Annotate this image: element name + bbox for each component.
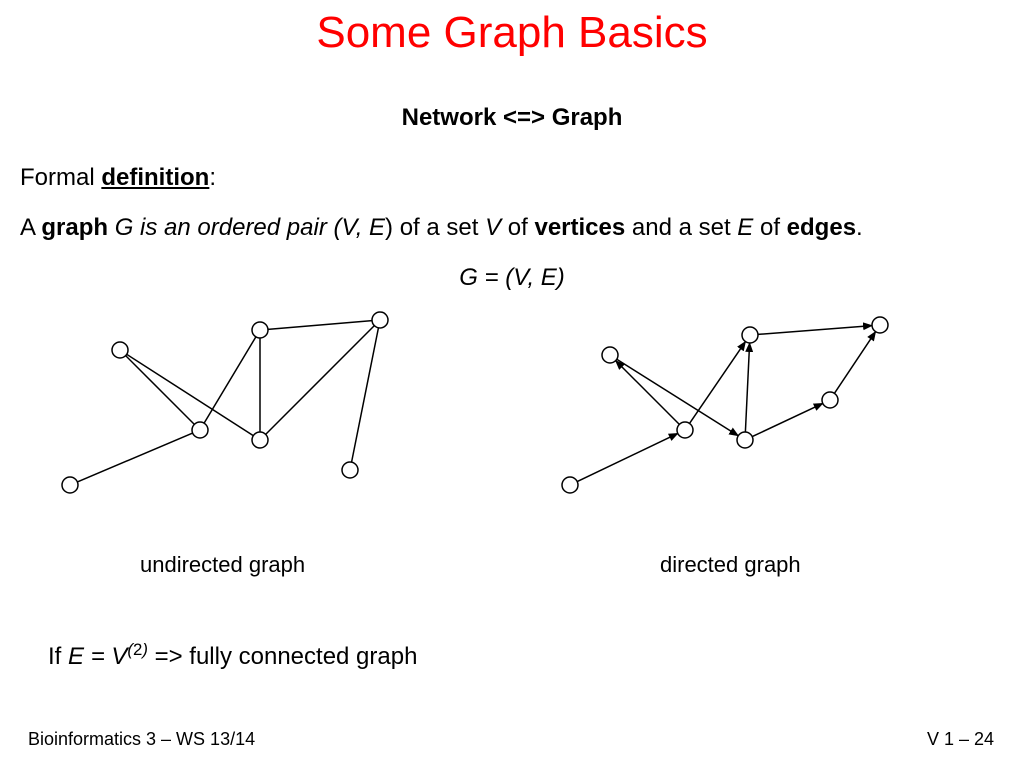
definition-line: A graph G is an ordered pair (V, E) of a… xyxy=(20,214,863,242)
directed-edge xyxy=(690,342,746,424)
graph-node xyxy=(342,462,358,478)
subtitle: Network <=> Graph xyxy=(0,104,1024,132)
graph-node xyxy=(252,322,268,338)
directed-edge xyxy=(752,403,823,436)
undirected-edge xyxy=(268,321,372,330)
undirected-graph xyxy=(50,300,470,510)
def-mid2: ) of a set xyxy=(385,214,485,241)
definition-word: definition xyxy=(101,164,209,191)
fully-connected-line: If E = V(2) => fully connected graph xyxy=(48,640,417,671)
graph-node xyxy=(822,392,838,408)
undirected-edge xyxy=(77,433,192,482)
graph-node xyxy=(677,422,693,438)
def-e: E xyxy=(737,214,753,241)
def-prefix: A xyxy=(20,214,41,241)
def-v: V xyxy=(485,214,501,241)
def-graph-word: graph xyxy=(41,214,108,241)
graph-node xyxy=(112,342,128,358)
formal-definition-label: Formal definition: xyxy=(20,164,216,192)
graph-area xyxy=(20,300,1004,520)
caption-directed: directed graph xyxy=(660,552,801,578)
fully-arrow: => fully connected graph xyxy=(148,643,418,670)
footer-left: Bioinformatics 3 – WS 13/14 xyxy=(28,729,255,750)
fully-sup: (2) xyxy=(127,640,148,659)
undirected-edge xyxy=(204,337,256,423)
graph-node xyxy=(737,432,753,448)
undirected-edge xyxy=(266,326,375,435)
directed-edge xyxy=(758,326,872,335)
formal-word: Formal xyxy=(20,164,101,191)
graph-node xyxy=(62,477,78,493)
footer-right: V 1 – 24 xyxy=(927,729,994,750)
fully-if: If xyxy=(48,643,68,670)
graph-node xyxy=(602,347,618,363)
fully-sup-num: 2 xyxy=(133,640,142,659)
graph-node xyxy=(562,477,578,493)
definition-colon: : xyxy=(209,164,216,191)
caption-undirected: undirected graph xyxy=(140,552,305,578)
def-edges: edges xyxy=(787,214,856,241)
def-mid4: and a set xyxy=(625,214,737,241)
page-title: Some Graph Basics xyxy=(0,8,1024,58)
graph-node xyxy=(372,312,388,328)
def-mid3: of xyxy=(501,214,534,241)
footer-right-page: 24 xyxy=(969,729,994,749)
equation: G = (V, E) xyxy=(0,264,1024,292)
def-period: . xyxy=(856,214,863,241)
graph-node xyxy=(742,327,758,343)
directed-graph xyxy=(550,300,970,510)
directed-edge xyxy=(617,359,738,435)
fully-eq: E = V xyxy=(68,643,127,670)
undirected-edge xyxy=(126,356,195,425)
directed-edge xyxy=(745,343,749,432)
directed-edge xyxy=(577,433,678,481)
def-vertices: vertices xyxy=(534,214,625,241)
undirected-edge xyxy=(352,328,379,462)
def-ve: V, E xyxy=(341,214,385,241)
graph-node xyxy=(252,432,268,448)
def-mid1: G is an ordered pair ( xyxy=(108,214,341,241)
undirected-edge xyxy=(127,354,254,435)
def-mid5: of xyxy=(753,214,786,241)
graph-node xyxy=(192,422,208,438)
graph-node xyxy=(872,317,888,333)
directed-edge xyxy=(834,332,875,394)
footer-right-prefix: V 1 – xyxy=(927,729,969,749)
